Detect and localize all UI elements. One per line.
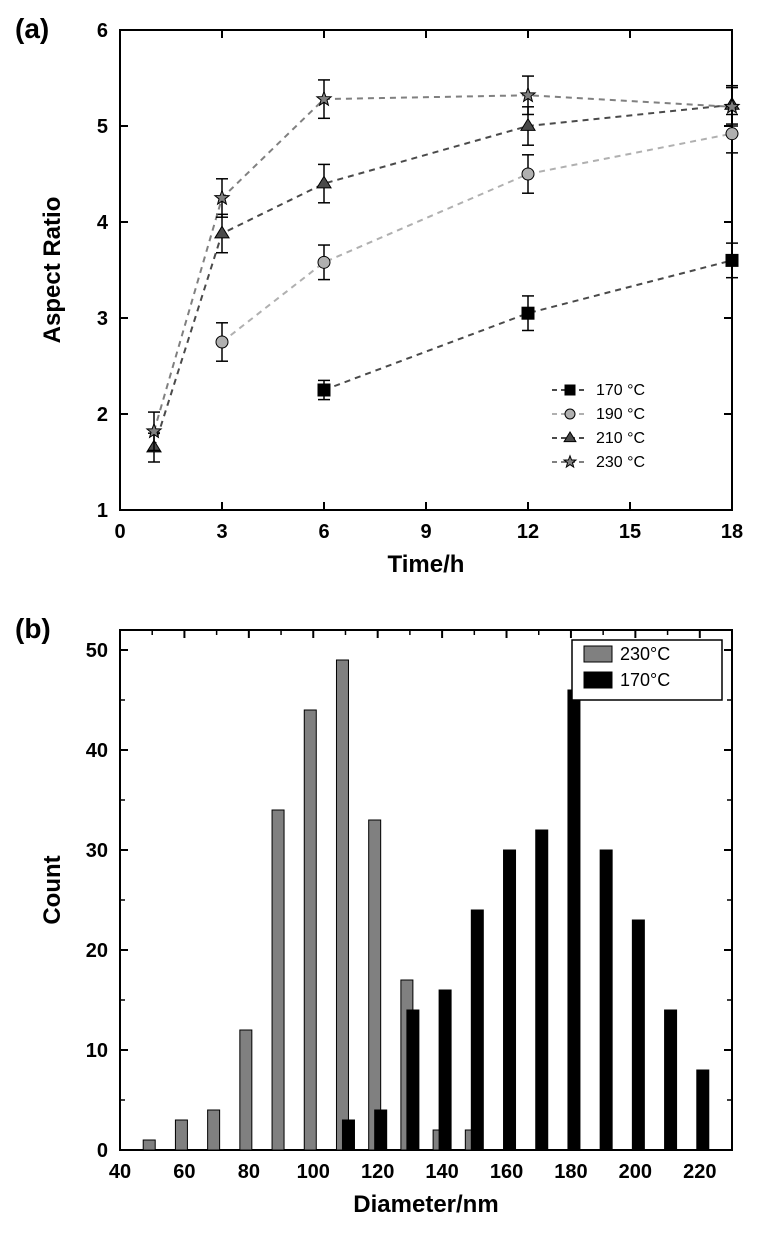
panel-b: (b) 40 60 80 100 120 140 160 180 200 220 0 10 20 30 40 5…: [10, 610, 762, 1230]
svg-text:100: 100: [297, 1161, 330, 1183]
svg-text:50: 50: [86, 640, 108, 662]
svg-text:18: 18: [721, 521, 743, 543]
svg-text:Aspect Ratio: Aspect Ratio: [39, 197, 66, 344]
svg-text:0: 0: [97, 1140, 108, 1162]
svg-text:3: 3: [97, 308, 108, 330]
svg-text:230°C: 230°C: [620, 644, 670, 664]
svg-text:190 °C: 190 °C: [596, 406, 645, 423]
svg-text:Diameter/nm: Diameter/nm: [353, 1191, 498, 1218]
svg-text:140: 140: [425, 1161, 458, 1183]
svg-text:230 °C: 230 °C: [596, 454, 645, 471]
line-chart: (a)0369121518123456Time/hAspect Ratio170…: [10, 10, 762, 590]
svg-text:80: 80: [238, 1161, 260, 1183]
svg-text:(a): (a): [15, 13, 49, 44]
svg-text:3: 3: [216, 521, 227, 543]
svg-text:160: 160: [490, 1161, 523, 1183]
svg-text:15: 15: [619, 521, 641, 543]
svg-text:170 °C: 170 °C: [596, 382, 645, 399]
svg-text:210 °C: 210 °C: [596, 430, 645, 447]
panel-a: (a)0369121518123456Time/hAspect Ratio170…: [10, 10, 762, 590]
svg-text:(b): (b): [15, 613, 51, 644]
svg-text:6: 6: [318, 521, 329, 543]
svg-text:20: 20: [86, 940, 108, 962]
svg-text:Count: Count: [39, 855, 66, 924]
svg-text:170°C: 170°C: [620, 670, 670, 690]
svg-text:5: 5: [97, 116, 108, 138]
svg-text:6: 6: [97, 20, 108, 42]
svg-text:12: 12: [517, 521, 539, 543]
svg-text:180: 180: [554, 1161, 587, 1183]
svg-text:40: 40: [86, 740, 108, 762]
svg-text:Time/h: Time/h: [388, 551, 465, 578]
svg-text:30: 30: [86, 840, 108, 862]
svg-text:60: 60: [173, 1161, 195, 1183]
svg-text:4: 4: [97, 212, 109, 234]
histogram-chart: (b) 40 60 80 100 120 140 160 180 200 220 0 10 20 30 40 5…: [10, 610, 762, 1230]
svg-text:220: 220: [683, 1161, 716, 1183]
svg-text:200: 200: [619, 1161, 652, 1183]
svg-text:9: 9: [420, 521, 431, 543]
svg-text:40: 40: [109, 1161, 131, 1183]
svg-text:10: 10: [86, 1040, 108, 1062]
svg-text:2: 2: [97, 404, 108, 426]
svg-text:120: 120: [361, 1161, 394, 1183]
svg-text:0: 0: [114, 521, 125, 543]
svg-text:1: 1: [97, 500, 108, 522]
